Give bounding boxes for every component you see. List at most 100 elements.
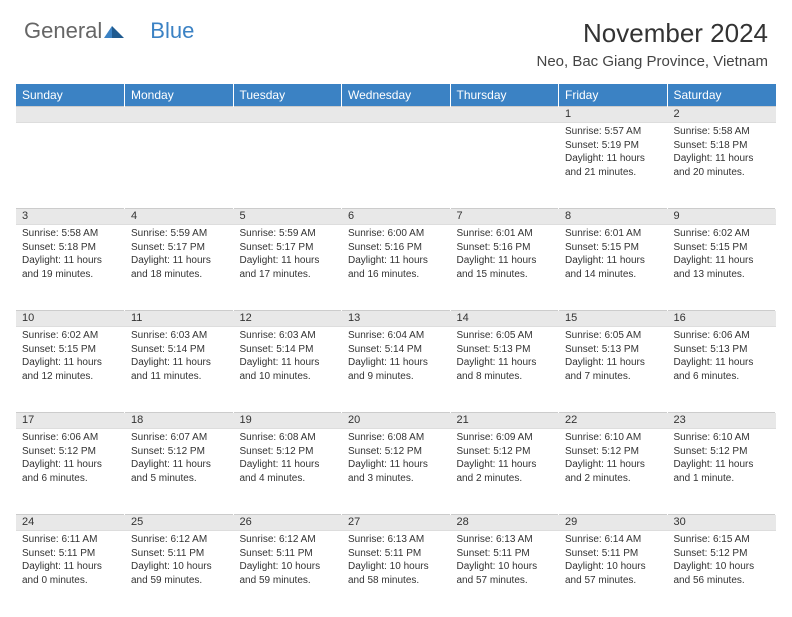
weekday-header-row: SundayMondayTuesdayWednesdayThursdayFrid… — [16, 84, 776, 107]
daynum-cell: 2 — [667, 107, 776, 123]
sunrise-text: Sunrise: 6:05 AM — [457, 329, 553, 343]
daylight-text: Daylight: 11 hours and 19 minutes. — [22, 254, 118, 281]
sunrise-text: Sunrise: 6:06 AM — [674, 329, 770, 343]
sunrise-text: Sunrise: 6:01 AM — [565, 227, 661, 241]
day-cell: Sunrise: 5:58 AMSunset: 5:18 PMDaylight:… — [16, 225, 125, 311]
sunset-text: Sunset: 5:12 PM — [348, 445, 444, 459]
daylight-text: Daylight: 10 hours and 59 minutes. — [240, 560, 336, 587]
daynum-cell: 29 — [559, 515, 668, 531]
weekday-header: Wednesday — [342, 84, 451, 107]
daynum-cell: 6 — [342, 209, 451, 225]
sunset-text: Sunset: 5:16 PM — [457, 241, 553, 255]
daynum-cell — [16, 107, 125, 123]
daynum-cell: 28 — [450, 515, 559, 531]
logo: General Blue — [24, 18, 194, 44]
daynum-row: 12 — [16, 107, 776, 123]
day-cell: Sunrise: 5:57 AMSunset: 5:19 PMDaylight:… — [559, 123, 668, 209]
header: General Blue November 2024 Neo, Bac Gian… — [0, 0, 792, 78]
day-cell: Sunrise: 6:07 AMSunset: 5:12 PMDaylight:… — [125, 429, 234, 515]
weekday-header: Friday — [559, 84, 668, 107]
daylight-text: Daylight: 11 hours and 2 minutes. — [457, 458, 553, 485]
sunrise-text: Sunrise: 6:13 AM — [457, 533, 553, 547]
daynum-cell: 7 — [450, 209, 559, 225]
sunset-text: Sunset: 5:12 PM — [240, 445, 336, 459]
content-row: Sunrise: 6:11 AMSunset: 5:11 PMDaylight:… — [16, 531, 776, 617]
daynum-cell: 22 — [559, 413, 668, 429]
daylight-text: Daylight: 11 hours and 16 minutes. — [348, 254, 444, 281]
day-cell: Sunrise: 6:02 AMSunset: 5:15 PMDaylight:… — [16, 327, 125, 413]
location-text: Neo, Bac Giang Province, Vietnam — [536, 53, 768, 70]
page-title: November 2024 — [536, 18, 768, 49]
daynum-cell: 3 — [16, 209, 125, 225]
sunrise-text: Sunrise: 5:59 AM — [131, 227, 227, 241]
day-cell — [16, 123, 125, 209]
day-cell — [233, 123, 342, 209]
sunset-text: Sunset: 5:11 PM — [348, 547, 444, 561]
sunset-text: Sunset: 5:19 PM — [565, 139, 661, 153]
sunset-text: Sunset: 5:12 PM — [457, 445, 553, 459]
weekday-header: Saturday — [667, 84, 776, 107]
sunrise-text: Sunrise: 6:10 AM — [565, 431, 661, 445]
daynum-cell: 23 — [667, 413, 776, 429]
sunset-text: Sunset: 5:12 PM — [131, 445, 227, 459]
daynum-cell: 5 — [233, 209, 342, 225]
daynum-cell: 9 — [667, 209, 776, 225]
day-cell: Sunrise: 6:15 AMSunset: 5:12 PMDaylight:… — [667, 531, 776, 617]
daynum-cell: 10 — [16, 311, 125, 327]
daynum-cell: 25 — [125, 515, 234, 531]
sunset-text: Sunset: 5:12 PM — [674, 547, 770, 561]
daynum-cell: 4 — [125, 209, 234, 225]
weekday-header: Tuesday — [233, 84, 342, 107]
day-cell — [342, 123, 451, 209]
day-cell: Sunrise: 6:01 AMSunset: 5:15 PMDaylight:… — [559, 225, 668, 311]
daynum-cell: 14 — [450, 311, 559, 327]
daynum-cell: 15 — [559, 311, 668, 327]
sunset-text: Sunset: 5:11 PM — [22, 547, 118, 561]
daynum-cell: 16 — [667, 311, 776, 327]
daynum-row: 10111213141516 — [16, 311, 776, 327]
sunrise-text: Sunrise: 6:12 AM — [240, 533, 336, 547]
sunset-text: Sunset: 5:11 PM — [240, 547, 336, 561]
daylight-text: Daylight: 11 hours and 7 minutes. — [565, 356, 661, 383]
day-cell: Sunrise: 6:06 AMSunset: 5:12 PMDaylight:… — [16, 429, 125, 515]
daynum-cell: 27 — [342, 515, 451, 531]
day-cell: Sunrise: 6:01 AMSunset: 5:16 PMDaylight:… — [450, 225, 559, 311]
sunset-text: Sunset: 5:15 PM — [22, 343, 118, 357]
day-cell: Sunrise: 6:08 AMSunset: 5:12 PMDaylight:… — [233, 429, 342, 515]
logo-text-blue: Blue — [150, 18, 194, 44]
sunrise-text: Sunrise: 6:02 AM — [22, 329, 118, 343]
day-cell: Sunrise: 6:04 AMSunset: 5:14 PMDaylight:… — [342, 327, 451, 413]
daynum-cell: 11 — [125, 311, 234, 327]
sunrise-text: Sunrise: 5:58 AM — [674, 125, 770, 139]
sunrise-text: Sunrise: 6:08 AM — [240, 431, 336, 445]
content-row: Sunrise: 5:57 AMSunset: 5:19 PMDaylight:… — [16, 123, 776, 209]
sunset-text: Sunset: 5:13 PM — [565, 343, 661, 357]
day-cell: Sunrise: 6:10 AMSunset: 5:12 PMDaylight:… — [667, 429, 776, 515]
daynum-cell: 13 — [342, 311, 451, 327]
sunrise-text: Sunrise: 6:07 AM — [131, 431, 227, 445]
sunrise-text: Sunrise: 6:11 AM — [22, 533, 118, 547]
daylight-text: Daylight: 11 hours and 18 minutes. — [131, 254, 227, 281]
sunset-text: Sunset: 5:11 PM — [565, 547, 661, 561]
daylight-text: Daylight: 11 hours and 0 minutes. — [22, 560, 118, 587]
daylight-text: Daylight: 10 hours and 57 minutes. — [565, 560, 661, 587]
calendar-table: SundayMondayTuesdayWednesdayThursdayFrid… — [16, 84, 776, 617]
sunrise-text: Sunrise: 6:08 AM — [348, 431, 444, 445]
day-cell: Sunrise: 6:09 AMSunset: 5:12 PMDaylight:… — [450, 429, 559, 515]
daylight-text: Daylight: 11 hours and 6 minutes. — [22, 458, 118, 485]
sunrise-text: Sunrise: 5:59 AM — [240, 227, 336, 241]
daylight-text: Daylight: 11 hours and 6 minutes. — [674, 356, 770, 383]
weekday-header: Sunday — [16, 84, 125, 107]
daynum-cell: 24 — [16, 515, 125, 531]
day-cell: Sunrise: 5:59 AMSunset: 5:17 PMDaylight:… — [233, 225, 342, 311]
content-row: Sunrise: 6:06 AMSunset: 5:12 PMDaylight:… — [16, 429, 776, 515]
sunset-text: Sunset: 5:16 PM — [348, 241, 444, 255]
day-cell: Sunrise: 6:13 AMSunset: 5:11 PMDaylight:… — [342, 531, 451, 617]
sunrise-text: Sunrise: 6:04 AM — [348, 329, 444, 343]
sunset-text: Sunset: 5:15 PM — [565, 241, 661, 255]
daynum-cell — [233, 107, 342, 123]
daylight-text: Daylight: 11 hours and 11 minutes. — [131, 356, 227, 383]
day-cell: Sunrise: 6:03 AMSunset: 5:14 PMDaylight:… — [233, 327, 342, 413]
daylight-text: Daylight: 11 hours and 8 minutes. — [457, 356, 553, 383]
sunrise-text: Sunrise: 6:06 AM — [22, 431, 118, 445]
